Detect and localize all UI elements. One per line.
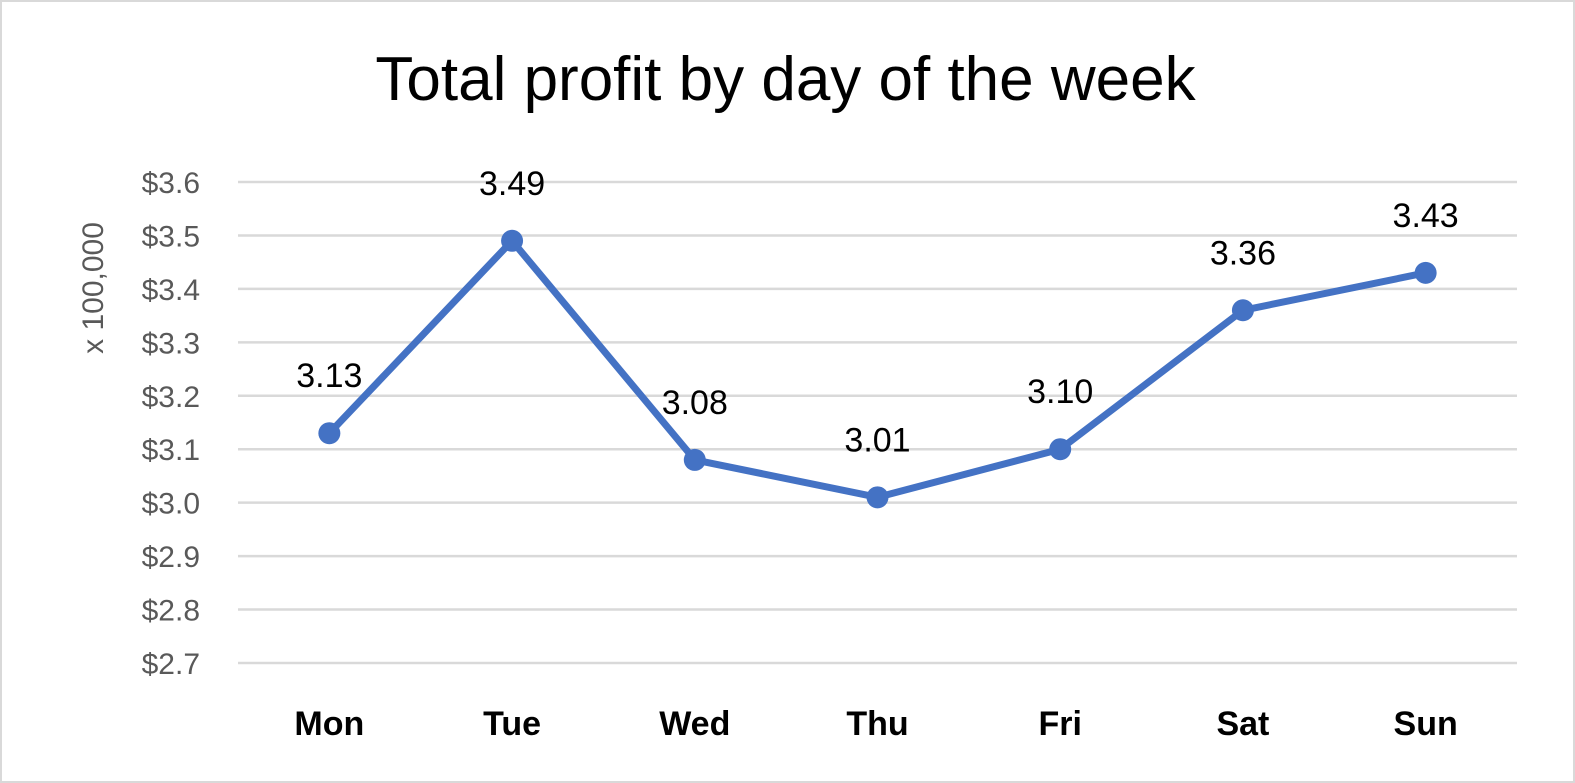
- x-category-label: Thu: [846, 705, 908, 743]
- data-label: 3.10: [1027, 373, 1093, 411]
- data-point: [1231, 299, 1254, 322]
- x-category-label: Fri: [1038, 705, 1081, 743]
- y-tick-label: $3.3: [142, 327, 200, 360]
- y-tick-label: $3.5: [142, 220, 200, 253]
- x-category-label: Wed: [659, 705, 730, 743]
- data-labels: 3.13 3.49 3.08 3.01 3.10 3.36 3.43: [296, 165, 1458, 460]
- data-label: 3.49: [479, 165, 545, 203]
- data-point: [318, 422, 341, 445]
- x-category-label: Sat: [1216, 705, 1269, 743]
- data-point: [683, 448, 706, 471]
- y-tick-label: $3.0: [142, 488, 200, 521]
- x-axis-categories: Mon Tue Wed Thu Fri Sat Sun: [294, 705, 1457, 743]
- x-category-label: Mon: [294, 705, 364, 743]
- data-point: [866, 486, 889, 509]
- y-axis-ticks: $2.7 $2.8 $2.9 $3.0 $3.1 $3.2 $3.3 $3.4 $3.5 $3.6: [142, 167, 200, 681]
- y-tick-label: $2.7: [142, 648, 200, 681]
- y-tick-label: $2.9: [142, 541, 200, 574]
- y-tick-label: $2.8: [142, 595, 200, 628]
- data-label: 3.43: [1393, 197, 1459, 235]
- y-axis-title: x 100,000: [77, 222, 110, 354]
- data-label: 3.08: [662, 384, 728, 422]
- data-point: [1049, 438, 1072, 461]
- y-tick-label: $3.1: [142, 434, 200, 467]
- data-point: [1414, 261, 1437, 284]
- data-label: 3.13: [296, 357, 362, 395]
- gridlines: [238, 180, 1517, 665]
- data-points: [318, 229, 1437, 509]
- data-point: [501, 229, 524, 252]
- x-category-label: Sun: [1394, 705, 1458, 743]
- x-category-label: Tue: [483, 705, 541, 743]
- data-label: 3.01: [844, 421, 910, 459]
- data-label: 3.36: [1210, 234, 1276, 272]
- y-tick-label: $3.6: [142, 167, 200, 200]
- y-tick-label: $3.4: [142, 274, 200, 307]
- y-tick-label: $3.2: [142, 381, 200, 414]
- chart-title: Total profit by day of the week: [375, 45, 1196, 114]
